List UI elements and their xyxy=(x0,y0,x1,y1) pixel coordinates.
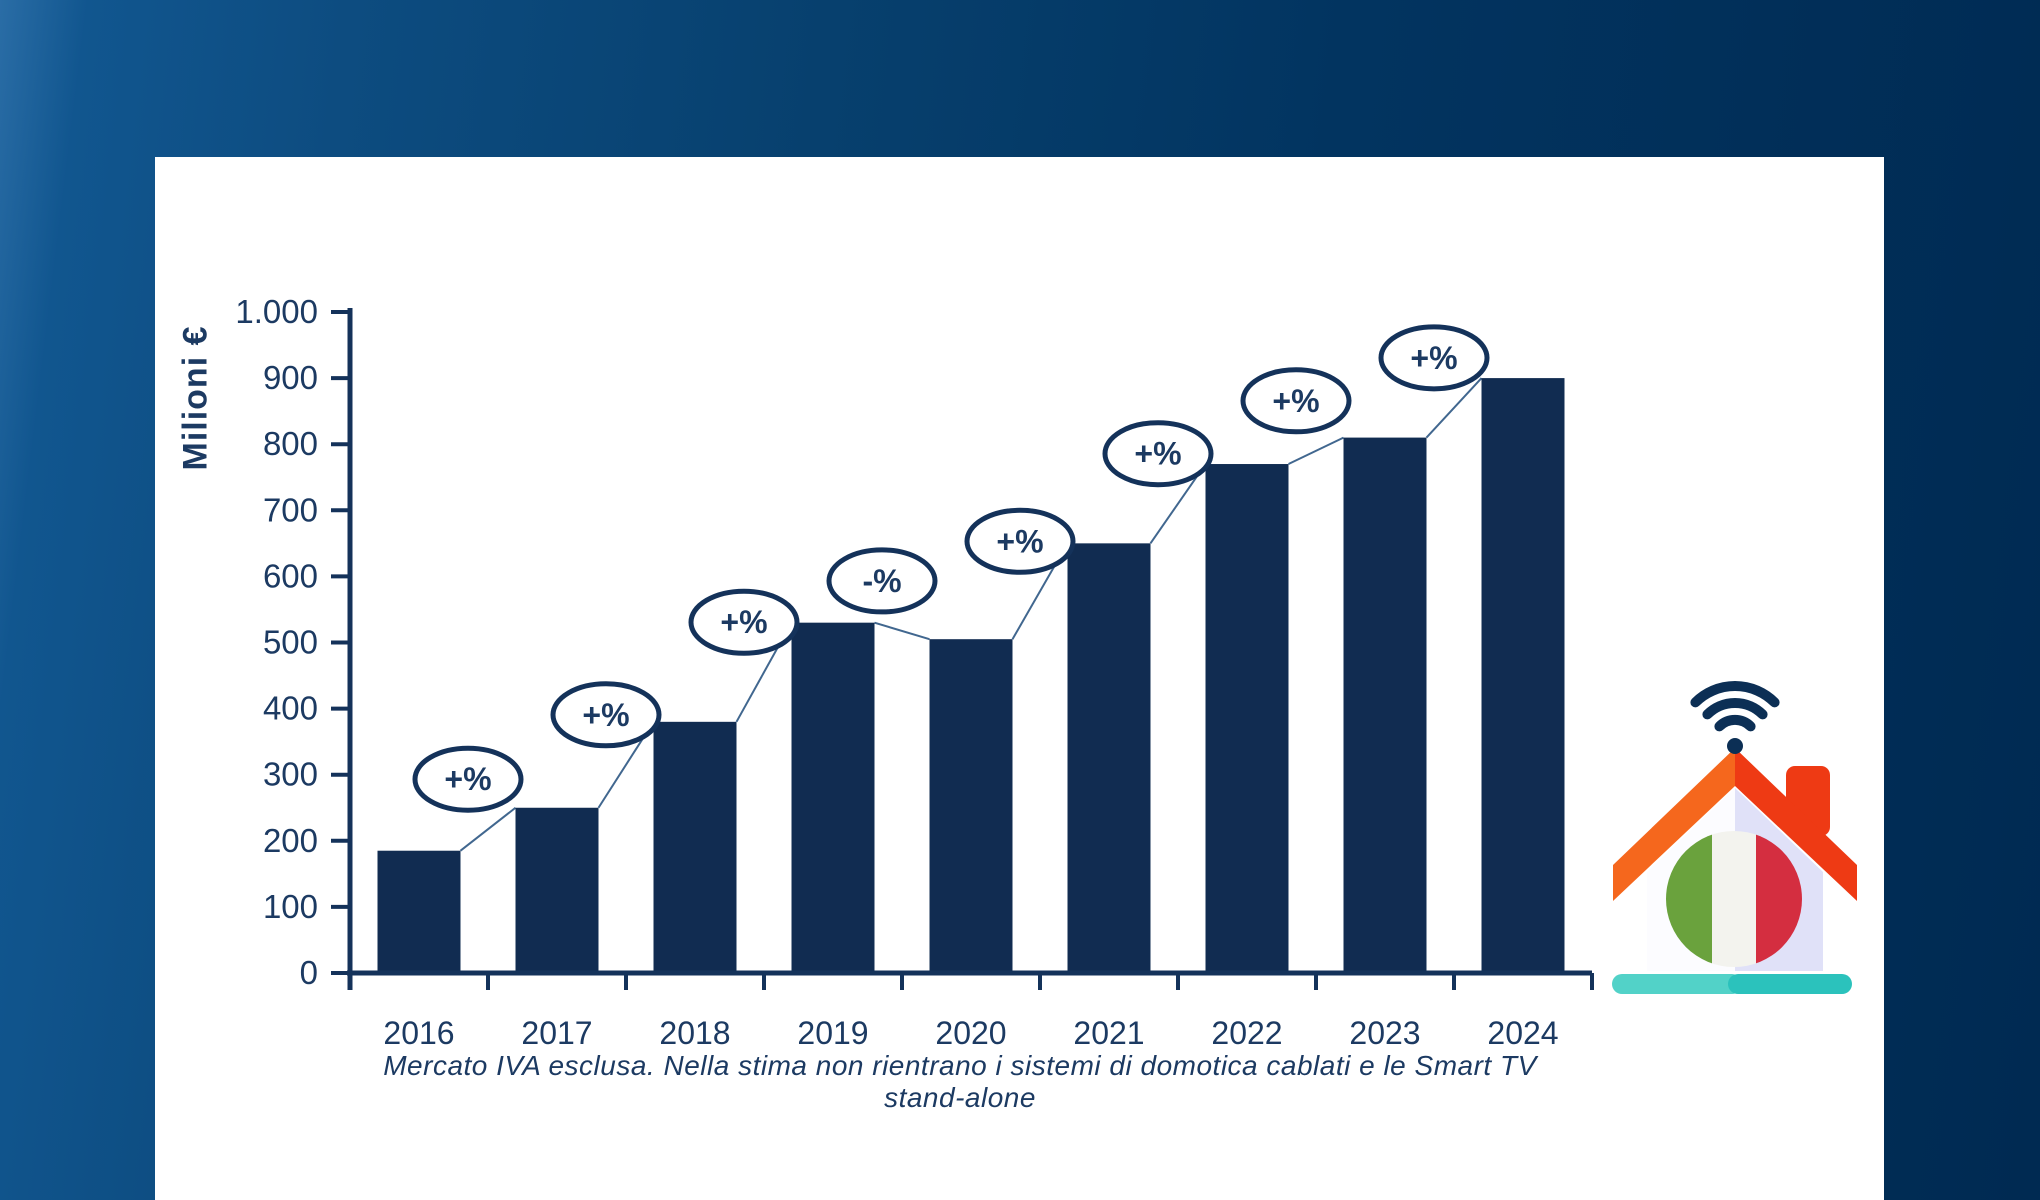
bar-2017 xyxy=(515,807,599,973)
growth-connector xyxy=(459,806,517,852)
bar-2022 xyxy=(1205,464,1289,973)
chart-footnote: Mercato IVA esclusa. Nella stima non rie… xyxy=(383,1050,1537,1113)
growth-connector xyxy=(1425,377,1483,439)
smart-home-italy-icon xyxy=(1612,681,1857,994)
y-tick-label: 100 xyxy=(263,888,318,925)
x-tick-label: 2020 xyxy=(935,1015,1006,1051)
y-tick-label: 500 xyxy=(263,624,318,661)
growth-badge-label: +% xyxy=(720,604,767,640)
growth-badge-label: +% xyxy=(582,697,629,733)
growth-badge xyxy=(412,745,524,813)
house-roof-left xyxy=(1613,748,1735,901)
growth-badge xyxy=(550,681,662,749)
bar-2019 xyxy=(791,622,875,973)
growth-badge-label: +% xyxy=(444,761,491,797)
y-axis-title: Milioni € xyxy=(176,325,215,471)
house-roof-right xyxy=(1735,748,1857,901)
y-tick-label: 200 xyxy=(263,822,318,859)
growth-badge xyxy=(826,547,938,615)
italy-flag-circle xyxy=(1666,831,1802,967)
growth-connector xyxy=(1288,436,1344,465)
bar-2021 xyxy=(1067,543,1151,973)
growth-badge xyxy=(1240,367,1352,435)
y-tick-label: 800 xyxy=(263,425,318,462)
x-tick-label: 2023 xyxy=(1349,1015,1420,1051)
wifi-icon xyxy=(1690,681,1780,754)
icon-base-bar-right xyxy=(1728,974,1852,994)
bar-2024 xyxy=(1481,378,1565,974)
bar-2018 xyxy=(653,721,737,973)
y-tick-label: 1.000 xyxy=(235,293,318,330)
y-tick-label: 300 xyxy=(263,756,318,793)
x-tick-label: 2017 xyxy=(521,1015,592,1051)
y-tick-label: 400 xyxy=(263,690,318,727)
x-tick-label: 2024 xyxy=(1487,1015,1558,1051)
growth-badge xyxy=(964,507,1076,575)
bar-2023 xyxy=(1343,437,1427,974)
bar-2016 xyxy=(377,850,461,973)
y-tick-label: 700 xyxy=(263,491,318,528)
growth-badge-label: +% xyxy=(996,523,1043,559)
x-tick-label: 2016 xyxy=(383,1015,454,1051)
y-tick-label: 900 xyxy=(263,359,318,396)
icon-base-bar-left xyxy=(1612,974,1742,994)
y-tick-label: 600 xyxy=(263,557,318,594)
growth-badge xyxy=(1102,420,1214,488)
bar-2020 xyxy=(929,639,1013,973)
x-tick-label: 2021 xyxy=(1073,1015,1144,1051)
flag-white-stripe xyxy=(1712,831,1756,967)
growth-badge xyxy=(1378,324,1490,392)
growth-badge-label: +% xyxy=(1272,383,1319,419)
growth-connector xyxy=(874,621,930,641)
growth-badge xyxy=(688,588,800,656)
x-tick-label: 2018 xyxy=(659,1015,730,1051)
x-tick-label: 2022 xyxy=(1211,1015,1282,1051)
x-tick-label: 2019 xyxy=(797,1015,868,1051)
content-panel xyxy=(155,157,1884,1200)
growth-badge-label: +% xyxy=(1410,340,1457,376)
growth-badge-label: +% xyxy=(1134,436,1181,472)
y-tick-label: 0 xyxy=(300,954,318,991)
growth-badge-label: -% xyxy=(862,563,901,599)
